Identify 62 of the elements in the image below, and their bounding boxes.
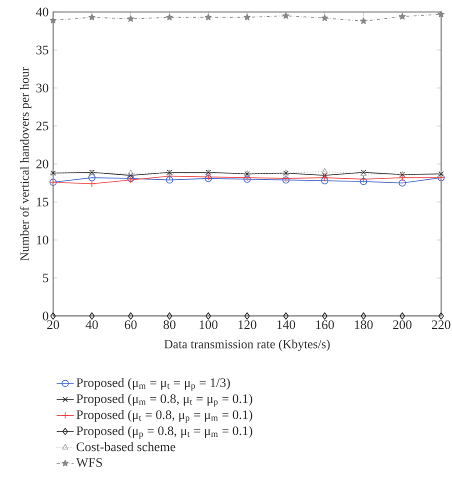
x-tick-label: 40 (86, 320, 98, 330)
x-tick-label: 60 (124, 320, 137, 330)
point (166, 172, 174, 180)
y-tick-label: 15 (36, 198, 48, 206)
legend-label: Proposed (μ$_{p}$ = 0.8, μ$_{t}$ = μ$_{m}$ = 0.1) (76, 426, 252, 439)
point (205, 312, 212, 320)
point (166, 14, 173, 20)
point (127, 170, 134, 176)
x-tick-label: 120 (238, 320, 256, 330)
y-tick-label: 25 (36, 122, 48, 130)
point (166, 312, 172, 320)
legend-label: Proposed (μ$_{m}$ = μ$_{t}$ = μ$_{p}$ = 1/3) (76, 378, 230, 391)
point (204, 14, 212, 20)
point (360, 178, 368, 186)
y-tick-label: 30 (36, 84, 48, 92)
x-tick-label: 140 (277, 320, 296, 330)
point (244, 312, 250, 320)
y-tick-label: 5 (42, 274, 48, 282)
point (50, 16, 57, 24)
point (322, 168, 328, 174)
point (322, 312, 328, 320)
point (88, 174, 96, 182)
point (282, 12, 290, 19)
point (398, 179, 406, 187)
point (360, 18, 367, 24)
point (283, 312, 289, 320)
point (89, 312, 95, 320)
y-tick-label: 40 (36, 8, 48, 16)
point (321, 14, 328, 22)
point (321, 174, 328, 182)
point (127, 15, 134, 22)
x-tick-label: 200 (393, 320, 412, 330)
point (321, 177, 328, 184)
point (399, 312, 406, 320)
legend-label: Cost-based scheme (76, 442, 176, 452)
point (166, 176, 174, 184)
y-axis-title: Number of vertical handovers per hour (20, 67, 32, 261)
x-tick-label: 160 (316, 320, 334, 330)
x-tick-label: 220 (432, 320, 450, 330)
y-tick-label: 0 (42, 312, 48, 320)
x-tick-label: 180 (354, 320, 373, 330)
x-axis-title: Data transmission rate (Kbytes/s) (164, 340, 330, 351)
y-tick-label: 20 (36, 160, 48, 168)
y-tick-label: 35 (36, 46, 48, 54)
legend-label: Proposed (μ$_{m}$ = 0.8, μ$_{t}$ = μ$_{p}$ = 0.1) (76, 394, 252, 407)
x-tick-label: 80 (163, 320, 176, 330)
y-tick-label: 10 (36, 236, 48, 244)
point (438, 10, 445, 18)
point (128, 312, 134, 320)
point (360, 176, 368, 183)
point (88, 14, 96, 20)
legend-label: WFS (76, 458, 102, 467)
x-tick-label: 100 (200, 320, 218, 330)
point (360, 312, 366, 320)
point (398, 12, 406, 20)
legend-label: Proposed (μ$_{t}$ = 0.8, μ$_{p}$ = μ$_{m}$ = 0.1) (76, 410, 252, 423)
point (438, 312, 444, 320)
point (50, 312, 56, 320)
point (398, 174, 406, 182)
point (244, 14, 251, 20)
point (128, 172, 134, 178)
point (88, 180, 96, 188)
